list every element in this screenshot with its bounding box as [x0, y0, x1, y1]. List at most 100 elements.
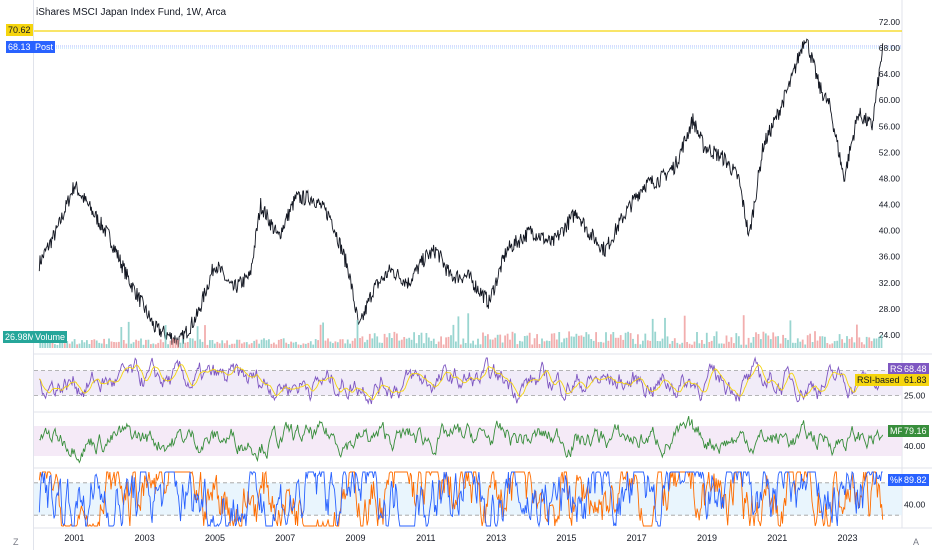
volume-bar: [172, 339, 174, 349]
volume-bar: [642, 341, 644, 348]
volume-bar: [69, 344, 71, 348]
corner-left-button[interactable]: Z: [13, 537, 19, 547]
mf-value-tag: 79.16: [902, 425, 929, 437]
volume-bar: [487, 334, 489, 348]
volume-bar: [772, 332, 774, 348]
volume-bar: [657, 341, 659, 348]
volume-bar: [330, 342, 332, 348]
volume-bar: [667, 336, 669, 348]
volume-bar: [829, 344, 831, 348]
volume-bar: [652, 319, 654, 348]
volume-bar: [455, 342, 457, 349]
volume-bar: [84, 342, 86, 348]
volume-bar: [822, 336, 824, 348]
volume-bar: [763, 332, 765, 348]
volume-bar: [79, 344, 81, 348]
volume-bar: [357, 320, 359, 348]
volume-bar: [713, 336, 715, 348]
volume-bar: [573, 337, 575, 348]
volume-bar: [212, 340, 214, 348]
volume-bar: [354, 338, 356, 348]
volume-bar: [216, 342, 218, 348]
volume-bar: [731, 337, 733, 348]
volume-bar: [125, 344, 127, 348]
volume-bar: [295, 342, 297, 348]
volume-bar: [307, 343, 309, 348]
volume-bar: [411, 340, 413, 348]
volume-bar: [585, 332, 587, 348]
price-axis-tick: 32.00: [879, 278, 901, 288]
volume-bar: [138, 341, 140, 348]
volume-bar: [199, 339, 201, 348]
volume-bar: [394, 332, 396, 348]
volume-bar: [755, 332, 757, 348]
volume-bar: [662, 339, 664, 348]
volume-bar: [534, 338, 536, 348]
volume-bar: [558, 332, 560, 348]
volume-bar: [804, 345, 806, 349]
volume-bar: [256, 340, 258, 348]
volume-bar: [654, 332, 656, 348]
volume-bar: [649, 341, 651, 348]
volume-bar: [595, 332, 597, 348]
volume-bar: [745, 345, 747, 348]
volume-bar: [322, 323, 324, 349]
volume-bar: [765, 333, 767, 348]
volume-bar: [482, 333, 484, 349]
volume-bar: [492, 340, 494, 348]
volume-bar: [846, 336, 848, 348]
volume-bar: [398, 341, 400, 348]
volume-bar: [167, 344, 169, 348]
volume-bar: [288, 344, 290, 348]
volume-bar: [470, 343, 472, 348]
volume-bar: [605, 332, 607, 348]
volume-bar: [236, 340, 238, 348]
volume-bar: [438, 342, 440, 348]
volume-bar: [285, 343, 287, 348]
volume-bar: [303, 343, 305, 348]
price-axis-tick: 60.00: [879, 95, 901, 105]
volume-bar: [868, 337, 870, 348]
volume-bar: [467, 313, 469, 348]
volume-bar: [593, 341, 595, 348]
volume-bar: [197, 326, 199, 348]
volume-bar: [325, 341, 327, 348]
volume-bar: [556, 340, 558, 349]
volume-bar: [283, 338, 285, 348]
volume-bar: [458, 316, 460, 348]
volume-bar: [578, 336, 580, 348]
volume-bar: [583, 337, 585, 348]
time-axis-label: 2005: [205, 533, 225, 543]
volume-bar: [790, 320, 792, 348]
volume-bar: [362, 336, 364, 348]
volume-bar: [209, 340, 211, 348]
volume-bar: [854, 342, 856, 348]
volume-bar: [202, 342, 204, 348]
volume-bar: [625, 333, 627, 348]
volume-bar: [342, 339, 344, 348]
volume-bar: [873, 339, 875, 349]
volume-bar: [753, 337, 755, 348]
volume-bar: [475, 345, 477, 348]
time-axis-label: 2013: [486, 533, 506, 543]
volume-bar: [320, 325, 322, 348]
rsi-ma-value-tag: 61.83: [902, 374, 929, 386]
volume-bar: [352, 341, 354, 348]
volume-bar: [703, 344, 705, 348]
volume-bar: [512, 332, 514, 348]
volume-bar: [406, 339, 408, 348]
volume-bar: [384, 334, 386, 348]
volume-bar: [426, 333, 428, 348]
volume-bar: [445, 337, 447, 348]
volume-bar: [130, 344, 132, 348]
volume-bar: [777, 336, 779, 348]
volume-bar: [312, 345, 314, 348]
post-price-value: 68.13: [8, 42, 31, 52]
volume-bar: [293, 343, 295, 348]
volume-bar: [261, 340, 263, 348]
volume-bar: [669, 344, 671, 348]
corner-right-button[interactable]: A: [913, 537, 919, 547]
price-axis-tick: 28.00: [879, 304, 901, 314]
volume-bar: [878, 337, 880, 348]
